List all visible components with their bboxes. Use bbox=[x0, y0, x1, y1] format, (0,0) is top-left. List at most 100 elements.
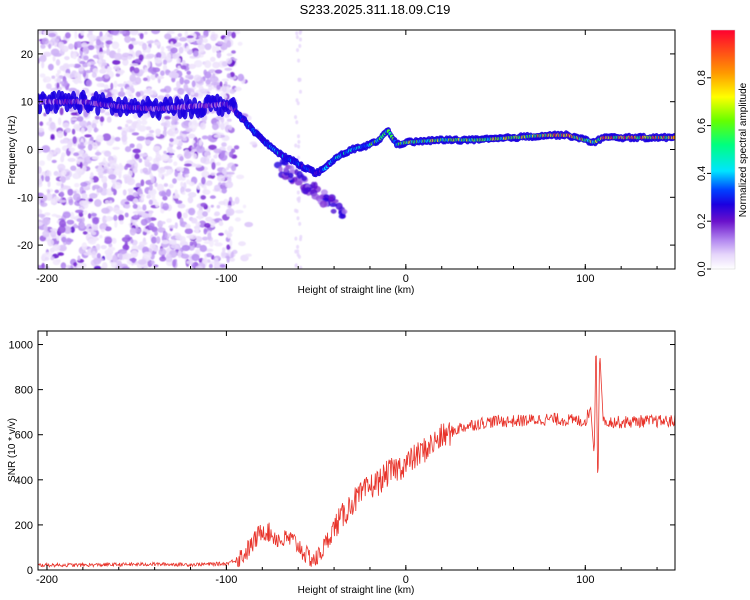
spectrogram-speckle-blob bbox=[78, 170, 82, 178]
spectrogram-speckle-blob bbox=[160, 46, 165, 52]
spectrogram-speckle-blob bbox=[199, 88, 208, 94]
spectrogram-speckle-blob bbox=[181, 59, 186, 64]
spectrogram-speckle-blob bbox=[185, 188, 192, 193]
spectrogram-speckle-blob bbox=[151, 94, 156, 98]
spectrogram-speckle-blob bbox=[171, 127, 176, 132]
spectrogram-speckle-blob bbox=[214, 242, 223, 247]
spectrogram-speckle-blob bbox=[119, 220, 124, 225]
spectrogram-speckle-blob bbox=[127, 55, 133, 60]
spectrogram-speckle-blob bbox=[133, 214, 138, 219]
spectrogram-speckle-blob bbox=[154, 230, 158, 236]
spectrogram-speckle-blob bbox=[179, 217, 184, 225]
spectrogram-speckle-blob bbox=[48, 43, 52, 49]
spectrogram-speckle-blob bbox=[113, 80, 118, 89]
spectrogram-speckle-blob bbox=[195, 265, 204, 269]
spectrogram-speckle-blob bbox=[43, 112, 47, 117]
spectrogram-speckle-blob bbox=[141, 119, 148, 125]
spectrogram-speckle-blob bbox=[184, 163, 192, 167]
spectrogram-speckle-blob bbox=[222, 168, 227, 175]
spectrogram-speckle-blob bbox=[202, 211, 208, 217]
spectrogram-speckle-blob bbox=[228, 151, 234, 158]
spectrogram-speckle-blob bbox=[149, 210, 153, 214]
spectrogram-speckle-blob bbox=[179, 156, 184, 162]
spectrogram-speckle-blob bbox=[132, 148, 141, 154]
spectrogram-speckle-blob bbox=[122, 189, 127, 196]
spectrogram-speckle-blob bbox=[101, 207, 110, 214]
spectrogram-speckle-blob bbox=[54, 189, 59, 194]
spectrogram-speckle-blob bbox=[112, 183, 116, 189]
spectrogram-speckle-blob bbox=[209, 263, 213, 269]
spectrogram-speckle-blob bbox=[115, 73, 121, 77]
spectrogram-speckle-blob bbox=[294, 143, 298, 148]
colorbar-tick-label: 0.4 bbox=[696, 166, 708, 181]
spectrogram-speckle-blob bbox=[62, 211, 71, 219]
spectrogram-speckle-blob bbox=[47, 239, 54, 247]
spectrogram-speckle-blob bbox=[214, 257, 219, 265]
spectrogram-speckle-blob bbox=[99, 68, 107, 74]
spectrogram-speckle-blob bbox=[101, 262, 108, 269]
spectrogram-speckle-blob bbox=[38, 147, 43, 154]
spectrogram-speckle-blob bbox=[222, 247, 226, 252]
spectrogram-speckle-blob bbox=[92, 217, 100, 225]
spectrogram-speckle-blob bbox=[156, 95, 165, 101]
spectrogram-speckle-blob bbox=[91, 156, 100, 160]
spectrogram-speckle-blob bbox=[132, 198, 139, 204]
spectrogram-x-tick-label: 0 bbox=[403, 273, 409, 285]
spectrogram-speckle-blob bbox=[116, 69, 125, 75]
spectrogram-speckle-blob bbox=[297, 78, 301, 83]
spectrogram-speckle-blob bbox=[170, 47, 178, 54]
snr-x-tick-label: 100 bbox=[576, 574, 594, 586]
spectrogram-speckle-blob bbox=[75, 89, 80, 97]
spectrogram-speckle-blob bbox=[42, 76, 52, 83]
spectrogram-speckle-blob bbox=[73, 152, 80, 157]
spectrogram-speckle-blob bbox=[86, 124, 94, 132]
spectrogram-speckle-blob bbox=[209, 195, 216, 199]
spectrogram-speckle-blob bbox=[45, 169, 50, 177]
spectrogram-speckle-blob bbox=[225, 151, 230, 156]
spectrogram-speckle-blob bbox=[81, 190, 86, 194]
spectrogram-speckle-blob bbox=[142, 49, 148, 53]
spectrogram-speckle-blob bbox=[224, 121, 229, 126]
spectrogram-speckle-blob bbox=[58, 244, 67, 252]
spectrogram-speckle-blob bbox=[226, 232, 233, 238]
spectrogram-speckle-blob bbox=[161, 117, 165, 123]
spectrogram-speckle-blob bbox=[99, 234, 103, 239]
spectrogram-speckle-blob bbox=[60, 175, 66, 184]
spectrogram-speckle-blob bbox=[164, 33, 172, 40]
spectrogram-speckle-blob bbox=[296, 170, 303, 179]
colorbar-title: Normalized spectral amplitude bbox=[738, 82, 749, 217]
spectrogram-speckle-blob bbox=[66, 219, 75, 225]
spectrogram-speckle-blob bbox=[186, 70, 191, 75]
spectrogram-speckle-blob bbox=[98, 162, 106, 166]
spectrogram-speckle-blob bbox=[188, 243, 195, 251]
spectrogram-speckle-blob bbox=[156, 75, 165, 80]
spectrogram-speckle-blob bbox=[86, 228, 94, 233]
spectrogram-speckle-blob bbox=[68, 87, 77, 92]
spectrogram-speckle-blob bbox=[121, 266, 130, 269]
spectrogram-speckle-blob bbox=[110, 261, 118, 268]
spectrogram-speckle-blob bbox=[122, 244, 130, 251]
spectrogram-speckle-blob bbox=[208, 144, 217, 151]
spectrogram-speckle-blob bbox=[135, 76, 142, 85]
spectrogram-speckle-blob bbox=[249, 141, 257, 145]
spectrogram-speckle-blob bbox=[183, 151, 192, 159]
spectrogram-speckle-blob bbox=[82, 210, 88, 215]
spectrogram-speckle-blob bbox=[289, 165, 295, 173]
spectrogram-speckle-blob bbox=[212, 122, 219, 131]
spectrogram-speckle-blob bbox=[209, 261, 216, 264]
spectrogram-speckle-blob bbox=[221, 187, 227, 194]
spectrogram-speckle-blob bbox=[191, 253, 200, 262]
spectrogram-speckle-blob bbox=[226, 171, 235, 175]
spectrogram-speckle-blob bbox=[188, 207, 196, 216]
spectrogram-speckle-blob bbox=[198, 139, 203, 147]
spectrogram-speckle-blob bbox=[296, 244, 300, 249]
spectrogram-speckle-blob bbox=[236, 174, 245, 180]
spectrogram-speckle-blob bbox=[50, 134, 55, 140]
spectrogram-speckle-blob bbox=[44, 212, 51, 216]
spectrogram-speckle-blob bbox=[200, 195, 206, 200]
spectrogram-speckle-blob bbox=[45, 193, 53, 201]
spectrogram-speckle-blob bbox=[91, 231, 97, 236]
spectrogram-x-tick-label: -200 bbox=[36, 273, 58, 285]
spectrogram-speckle-blob bbox=[195, 221, 201, 226]
spectrogram-speckle-blob bbox=[146, 194, 151, 199]
